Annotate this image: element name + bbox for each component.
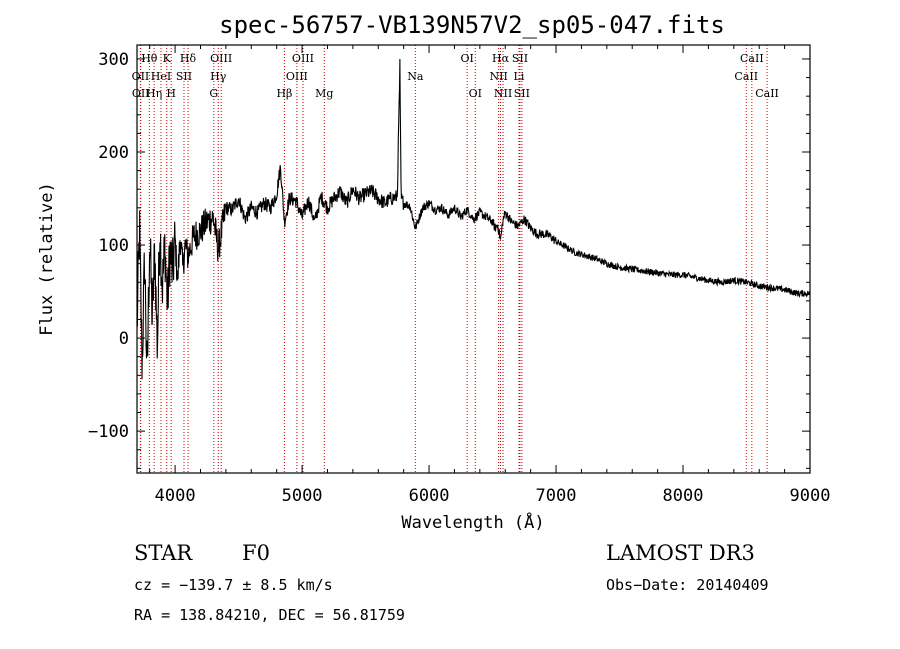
spectrum-line: [136, 58, 811, 380]
plot-frame: [136, 44, 811, 474]
line-label: CaII: [740, 52, 764, 65]
emission-line-markers: [139, 45, 768, 473]
object-class: STAR: [134, 541, 193, 565]
spectral-subclass: F0: [242, 541, 270, 565]
line-label: Hα: [492, 52, 510, 65]
line-label: Mg: [315, 87, 333, 100]
line-label: NII: [489, 70, 507, 83]
line-label: Hβ: [276, 87, 292, 100]
line-label: Hθ: [141, 52, 158, 65]
survey-name: LAMOST DR3: [606, 541, 755, 565]
line-label: OIII: [210, 52, 232, 65]
y-tick-label: 100: [98, 236, 129, 256]
line-label: Hδ: [180, 52, 197, 65]
line-label: SII: [514, 87, 530, 100]
line-label: OIII: [286, 70, 308, 83]
line-label: NII: [494, 87, 512, 100]
line-label: CaII: [734, 70, 758, 83]
line-label: OII: [132, 70, 150, 83]
y-tick-label: 200: [98, 143, 129, 163]
line-label: Hγ: [210, 70, 227, 83]
line-label: OIII: [292, 52, 314, 65]
chart-title: spec-56757-VB139N57V2_sp05-047.fits: [219, 11, 725, 39]
line-label: CaII: [755, 87, 779, 100]
y-tick-label: −100: [88, 422, 129, 442]
x-tick-label: 7000: [536, 486, 577, 506]
y-axis-label: Flux (relative): [37, 182, 57, 336]
x-axis-ticks: 4000 5000 6000 7000 8000 9000: [149, 45, 831, 506]
obs-date: Obs−Date: 20140409: [606, 576, 769, 594]
line-label: G: [209, 87, 218, 100]
x-tick-label: 6000: [409, 486, 450, 506]
y-tick-label: 0: [119, 329, 129, 349]
x-tick-label: 8000: [663, 486, 704, 506]
line-label: H: [166, 87, 176, 100]
x-tick-label: 9000: [790, 486, 831, 506]
redshift-readout: cz = −139.7 ± 8.5 km/s: [134, 576, 333, 594]
x-tick-label: 4000: [155, 486, 196, 506]
y-tick-label: 300: [98, 50, 129, 70]
line-label: K: [163, 52, 172, 65]
coordinates: RA = 138.84210, DEC = 56.81759: [134, 606, 405, 624]
y-axis-ticks: −100 0 100 200 300: [88, 50, 810, 469]
line-label: SII: [176, 70, 192, 83]
line-label: OII: [132, 87, 150, 100]
line-label: OI: [469, 87, 482, 100]
line-label: OI: [460, 52, 473, 65]
line-label: SII: [512, 52, 528, 65]
x-tick-label: 5000: [282, 486, 323, 506]
x-axis-label: Wavelength (Å): [401, 511, 544, 533]
line-label: HeI: [151, 70, 171, 83]
line-label: Na: [407, 70, 424, 83]
line-label: Li: [514, 70, 525, 83]
line-label: Hη: [146, 87, 162, 100]
